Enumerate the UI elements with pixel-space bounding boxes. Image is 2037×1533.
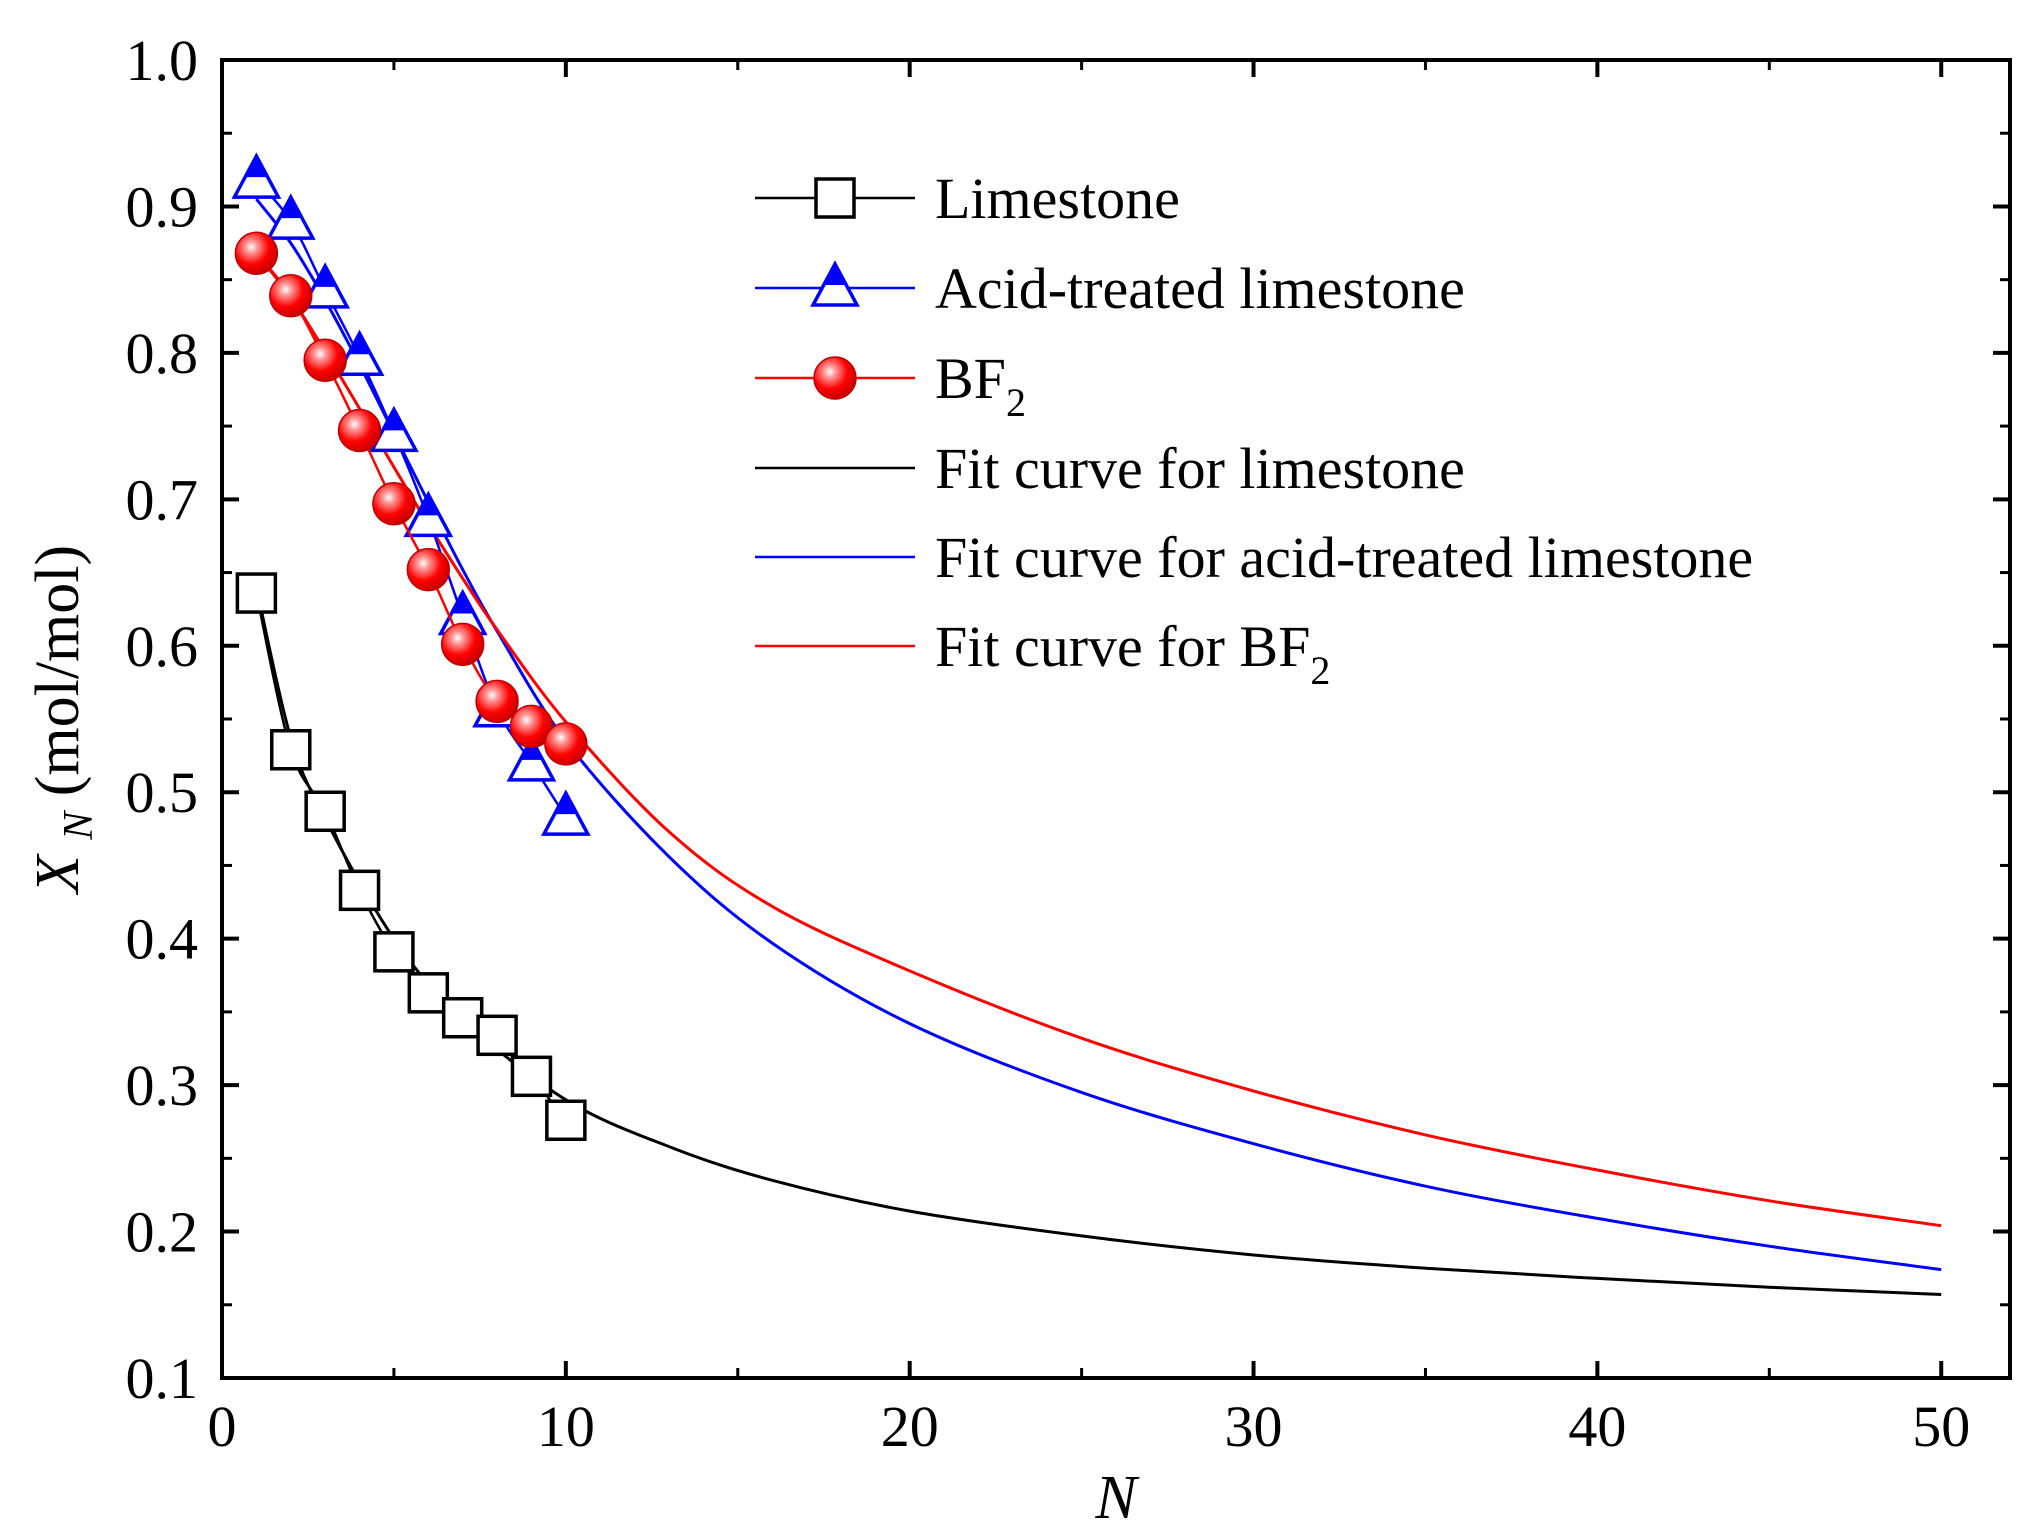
marker-fill bbox=[382, 409, 406, 431]
data-point-acid-treated-limestone bbox=[300, 262, 351, 309]
y-tick-label: 0.6 bbox=[126, 614, 199, 679]
y-tick-label: 0.4 bbox=[126, 907, 199, 972]
data-point-limestone bbox=[270, 729, 312, 771]
legend-label-acid-treated-limestone: Acid-treated limestone bbox=[935, 256, 1465, 321]
marker-fill bbox=[313, 265, 337, 287]
fit-curves bbox=[254, 198, 1942, 1296]
x-tick-label: 10 bbox=[537, 1394, 595, 1459]
data-point-acid-treated-limestone bbox=[368, 405, 419, 453]
data-point-acid-treated-limestone bbox=[540, 789, 591, 836]
y-tick-label: 1.0 bbox=[126, 28, 199, 93]
data-point-bf2 bbox=[440, 622, 485, 667]
x-tick-label: 30 bbox=[1225, 1394, 1283, 1459]
data-point-limestone bbox=[373, 931, 415, 973]
y-tick-label: 0.5 bbox=[126, 760, 199, 825]
legend-label-text: BF bbox=[935, 346, 1006, 411]
legend-label-text: Limestone bbox=[935, 166, 1180, 231]
legend-label-text: Fit curve for BF bbox=[935, 614, 1310, 679]
data-point-bf2 bbox=[544, 722, 588, 766]
legend-label-fit-curve-for-acid-treated-limestone: Fit curve for acid-treated limestone bbox=[935, 525, 1753, 590]
data-point-bf2 bbox=[234, 231, 279, 276]
data-point-bf2 bbox=[303, 338, 347, 382]
legend-marker-acid-treated-limestone bbox=[810, 260, 860, 307]
data-point-limestone bbox=[304, 790, 346, 833]
data-point-limestone bbox=[545, 1099, 587, 1142]
data-point-limestone bbox=[235, 572, 278, 614]
y-axis-subscript: N bbox=[56, 810, 102, 841]
y-tick-label: 0.3 bbox=[126, 1053, 199, 1118]
data-point-bf2 bbox=[269, 274, 313, 318]
series-line-fit-curve-for-bf2 bbox=[255, 252, 1942, 1228]
data-point-limestone bbox=[476, 1014, 518, 1057]
marker-fill bbox=[823, 264, 847, 285]
data-point-limestone bbox=[407, 972, 450, 1014]
x-tick-label: 0 bbox=[208, 1394, 237, 1459]
data-point-limestone bbox=[510, 1055, 553, 1098]
y-axis-ticks: 0.1 0.2 0.3 0.4 0.5 0.6 0.7 0.8 0.9 1.0 bbox=[126, 28, 2010, 1411]
legend-label-text: Fit curve for acid-treated limestone bbox=[935, 525, 1753, 590]
data-series bbox=[231, 152, 591, 1142]
data-point-bf2 bbox=[475, 679, 519, 724]
data-point-acid-treated-limestone bbox=[265, 193, 316, 240]
marker-fill bbox=[245, 156, 268, 178]
series-line-fit-curve-for-acid-treated-limestone bbox=[255, 198, 1942, 1272]
legend-label-subscript: 2 bbox=[1006, 380, 1026, 425]
data-point-acid-treated-limestone bbox=[403, 490, 454, 538]
legend-label-fit-curve-for-limestone: Fit curve for limestone bbox=[935, 436, 1465, 501]
data-point-acid-treated-limestone bbox=[506, 735, 557, 782]
data-point-bf2 bbox=[406, 547, 451, 592]
data-point-limestone bbox=[338, 869, 381, 912]
legend-label-fit-curve-for-bf2: Fit curve for BF2 bbox=[935, 614, 1330, 693]
data-point-limestone bbox=[441, 996, 484, 1039]
marker-fill bbox=[451, 592, 474, 614]
data-point-bf2 bbox=[337, 408, 382, 453]
x-tick-label: 20 bbox=[881, 1394, 939, 1459]
y-axis-unit: (mol/mol) bbox=[24, 545, 92, 796]
x-axis-ticks: 0 10 20 30 40 50 bbox=[208, 60, 1970, 1459]
data-point-acid-treated-limestone bbox=[334, 329, 385, 377]
y-tick-label: 0.2 bbox=[126, 1200, 199, 1265]
marker-fill bbox=[279, 197, 303, 219]
y-tick-label: 0.8 bbox=[126, 321, 199, 386]
marker-fill bbox=[417, 494, 440, 516]
marker-fill bbox=[348, 333, 371, 355]
y-tick-label: 0.9 bbox=[126, 174, 199, 239]
legend-label-subscript: 2 bbox=[1310, 648, 1330, 693]
y-tick-label: 0.7 bbox=[126, 467, 199, 532]
y-axis-title: X N (mol/mol) bbox=[24, 545, 106, 896]
legend-label-limestone: Limestone bbox=[935, 166, 1180, 231]
legend-label-bf2: BF2 bbox=[935, 346, 1026, 425]
legend-label-text: Fit curve for limestone bbox=[935, 436, 1465, 501]
x-tick-label: 50 bbox=[1912, 1394, 1970, 1459]
x-tick-label: 40 bbox=[1568, 1394, 1626, 1459]
legend-marker-limestone bbox=[814, 177, 856, 219]
legend-label-text: Acid-treated limestone bbox=[935, 256, 1465, 321]
legend-marker-bf2 bbox=[813, 356, 857, 400]
data-point-acid-treated-limestone bbox=[231, 152, 282, 199]
marker-fill bbox=[554, 793, 578, 815]
data-point-bf2 bbox=[372, 481, 416, 526]
marker-fill bbox=[520, 738, 543, 760]
data-point-bf2 bbox=[509, 704, 554, 749]
x-axis-title: N bbox=[1094, 1464, 1140, 1532]
y-axis-symbol: X bbox=[24, 853, 92, 896]
y-tick-label: 0.1 bbox=[126, 1346, 199, 1411]
